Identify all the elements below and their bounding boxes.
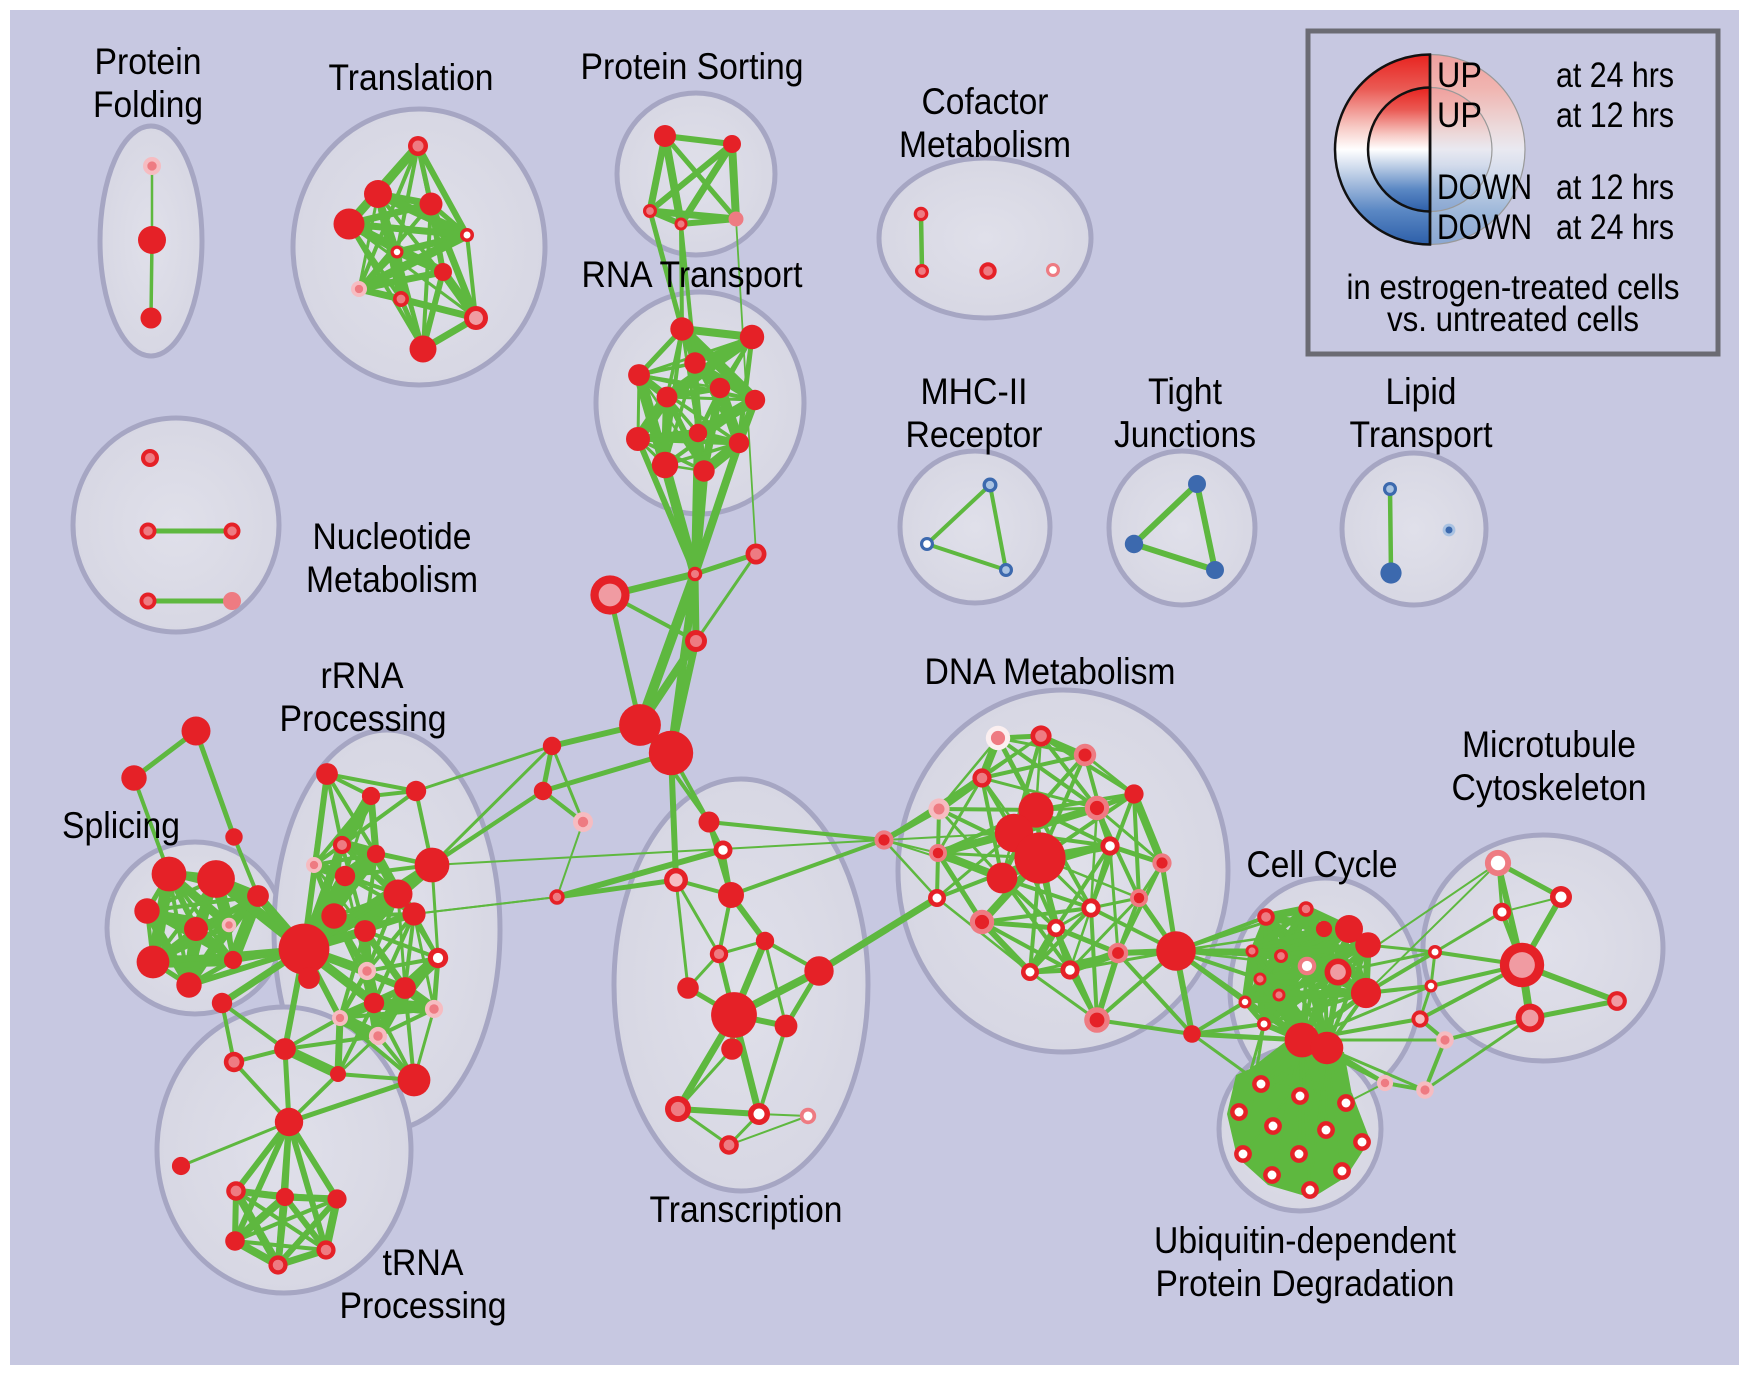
svg-text:Receptor: Receptor [906, 414, 1043, 455]
svg-text:Cytoskeleton: Cytoskeleton [1452, 767, 1647, 808]
svg-text:Protein: Protein [95, 41, 202, 82]
svg-text:UP: UP [1437, 96, 1482, 135]
svg-text:Folding: Folding [93, 84, 203, 125]
svg-text:at 12 hrs: at 12 hrs [1556, 168, 1674, 207]
svg-text:at 24 hrs: at 24 hrs [1556, 56, 1674, 95]
svg-text:at 12 hrs: at 12 hrs [1556, 96, 1674, 135]
svg-text:Transport: Transport [1350, 414, 1494, 455]
svg-text:DOWN: DOWN [1437, 208, 1532, 247]
svg-text:Cofactor: Cofactor [922, 81, 1049, 122]
svg-text:Translation: Translation [329, 57, 494, 98]
svg-text:Lipid: Lipid [1386, 371, 1457, 412]
svg-text:Ubiquitin-dependent: Ubiquitin-dependent [1154, 1220, 1457, 1261]
svg-text:Tight: Tight [1148, 371, 1223, 412]
svg-text:UP: UP [1437, 56, 1482, 95]
svg-text:tRNA: tRNA [383, 1242, 464, 1283]
svg-text:rRNA: rRNA [321, 655, 404, 696]
svg-text:Protein Degradation: Protein Degradation [1156, 1263, 1455, 1304]
svg-text:at 24 hrs: at 24 hrs [1556, 208, 1674, 247]
svg-text:Metabolism: Metabolism [306, 559, 478, 600]
svg-text:Splicing: Splicing [62, 805, 180, 846]
svg-text:Junctions: Junctions [1114, 414, 1256, 455]
svg-text:vs. untreated cells: vs. untreated cells [1387, 300, 1639, 339]
svg-text:Transcription: Transcription [650, 1189, 843, 1230]
svg-text:Protein Sorting: Protein Sorting [581, 46, 804, 87]
svg-text:Cell Cycle: Cell Cycle [1247, 844, 1398, 885]
svg-text:Microtubule: Microtubule [1462, 724, 1636, 765]
svg-text:MHC-II: MHC-II [921, 371, 1028, 412]
svg-text:DNA Metabolism: DNA Metabolism [925, 651, 1176, 692]
svg-text:DOWN: DOWN [1437, 168, 1532, 207]
svg-text:Nucleotide: Nucleotide [313, 516, 472, 557]
svg-text:Processing: Processing [280, 698, 447, 739]
svg-text:Metabolism: Metabolism [899, 124, 1071, 165]
svg-text:Processing: Processing [340, 1285, 507, 1326]
svg-text:RNA Transport: RNA Transport [582, 254, 804, 295]
svg-text:in estrogen-treated cells: in estrogen-treated cells [1347, 268, 1680, 307]
